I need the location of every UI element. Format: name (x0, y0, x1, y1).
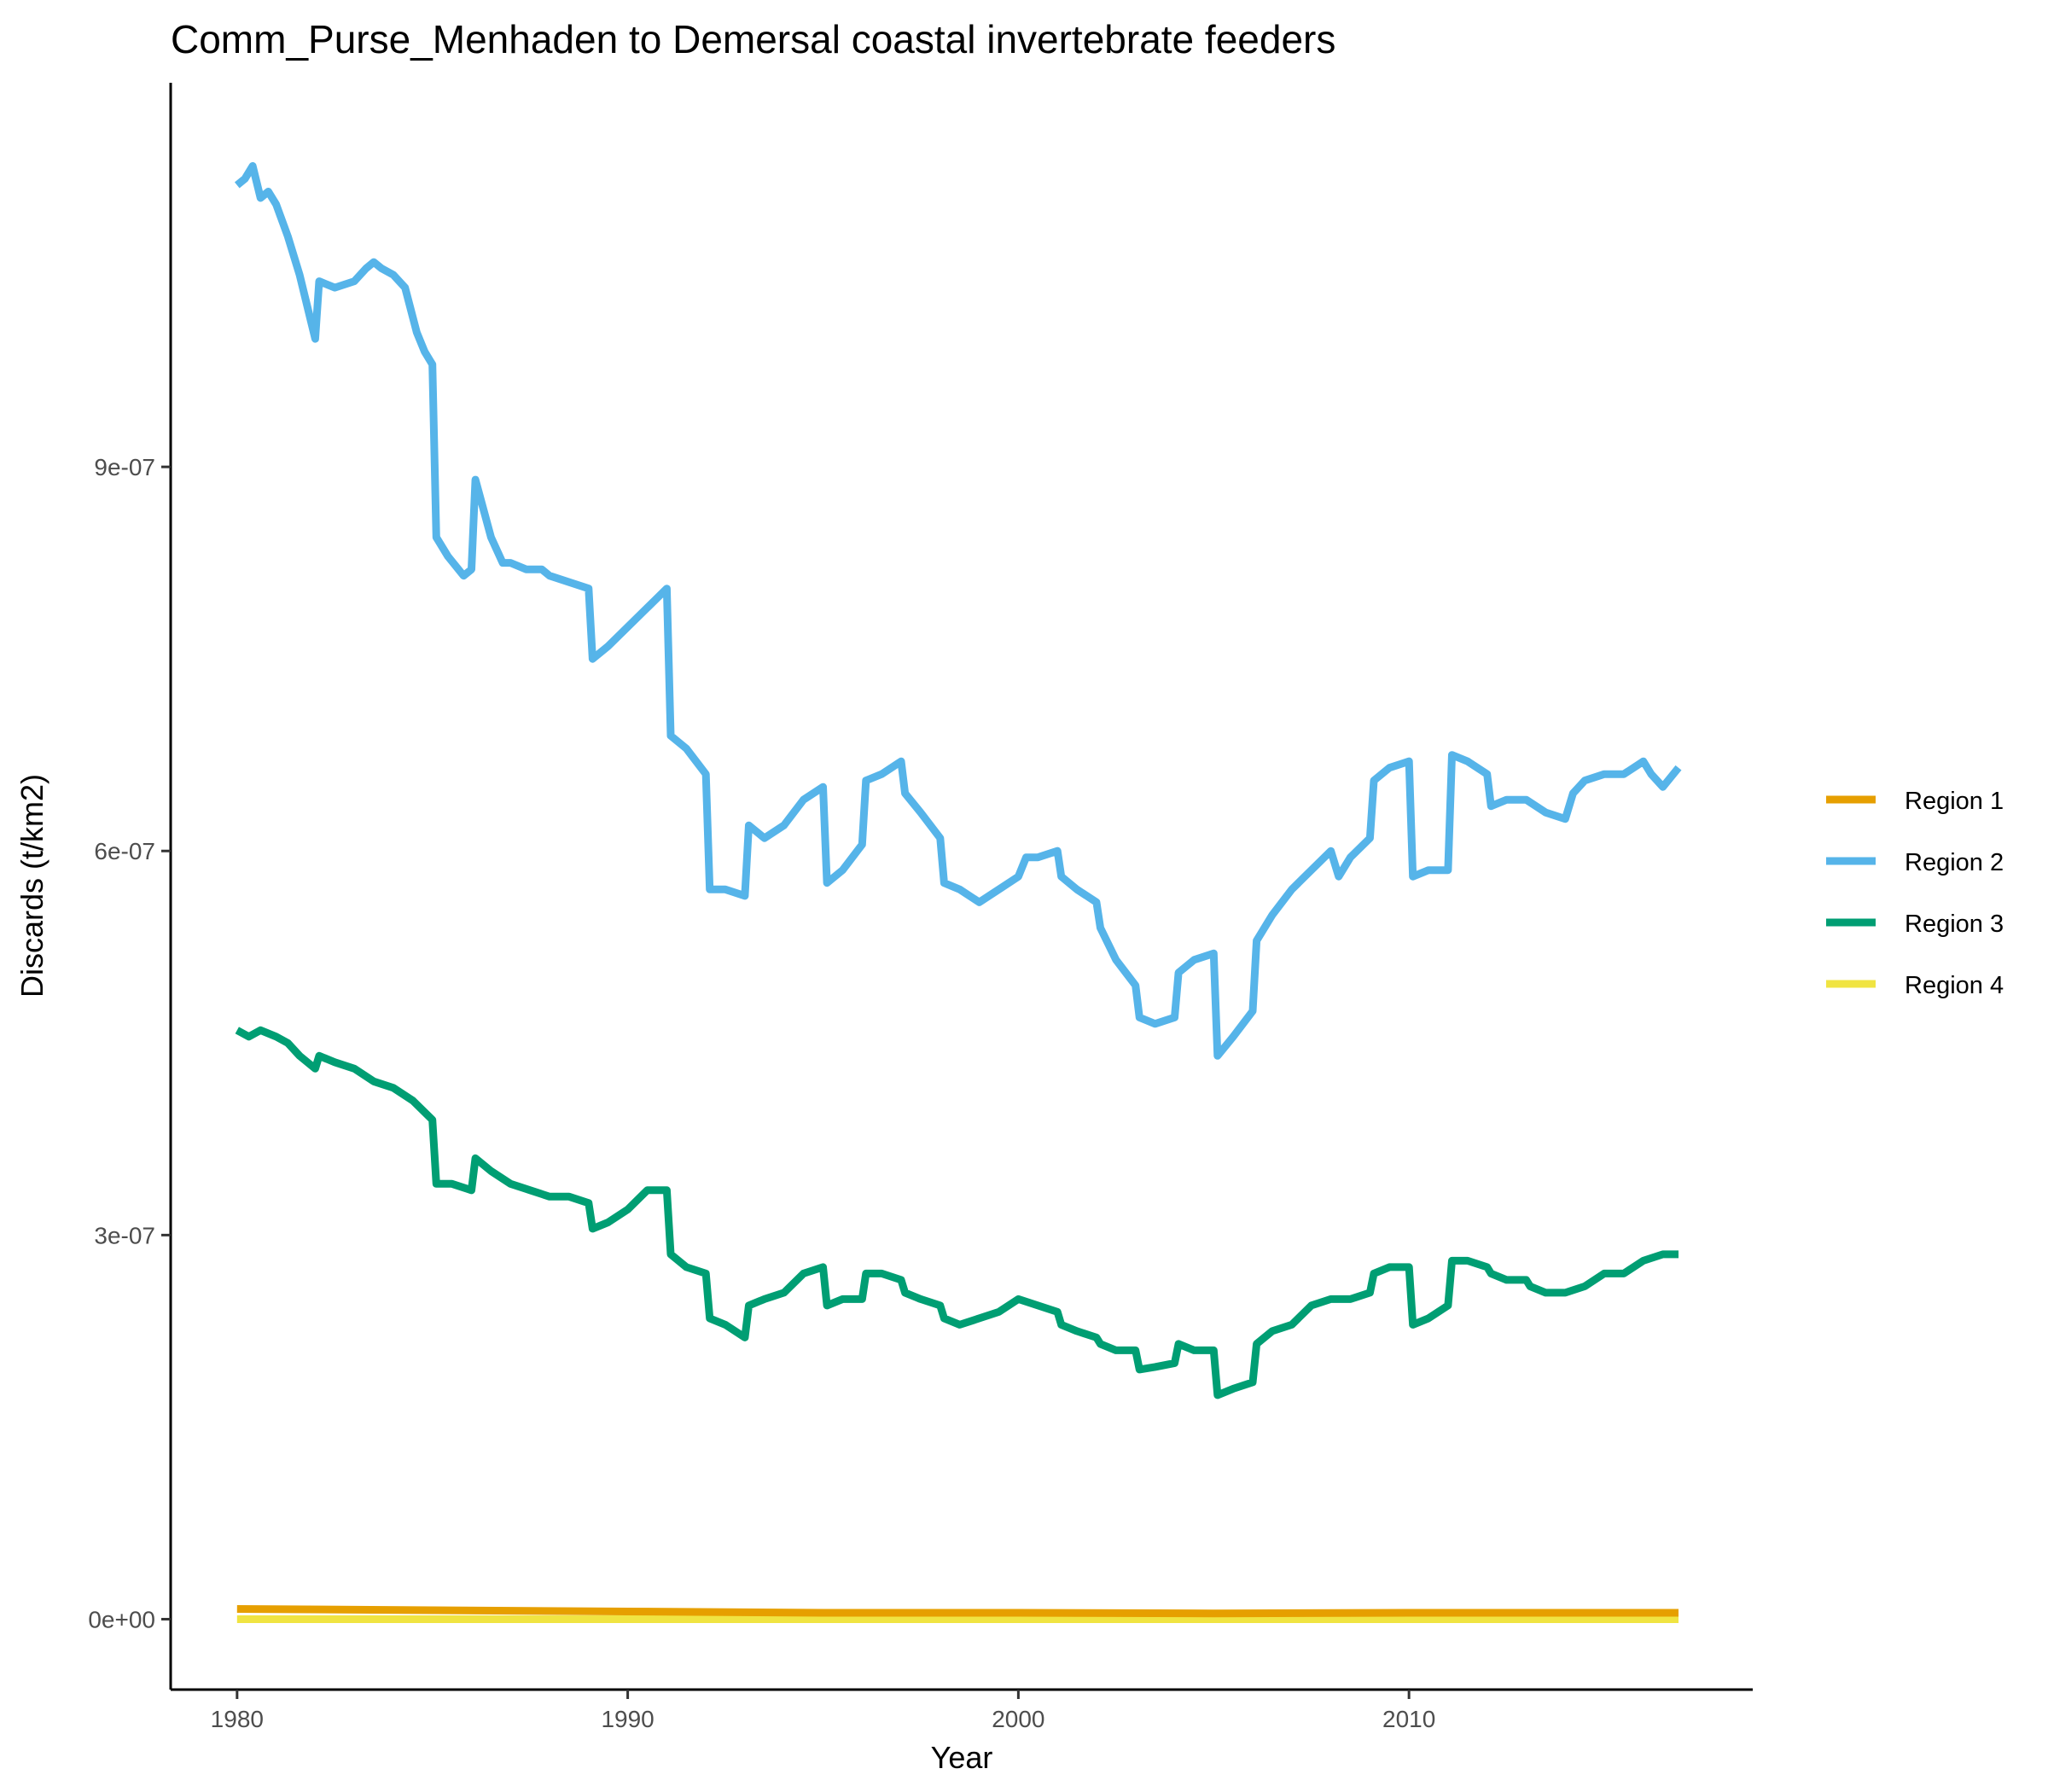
legend-label-region-3: Region 3 (1905, 911, 2004, 938)
legend-label-region-4: Region 4 (1905, 972, 2004, 999)
y-tick-label: 0e+00 (88, 1606, 155, 1632)
y-ticks: 0e+00 3e-07 6e-07 9e-07 (88, 454, 171, 1632)
x-tick-label: 1990 (601, 1706, 654, 1732)
x-ticks: 1980 1990 2000 2010 (211, 1690, 1435, 1732)
y-tick-label: 3e-07 (94, 1222, 155, 1248)
y-axis-title: Discards (t/km2) (15, 774, 49, 998)
x-tick-label: 2010 (1382, 1706, 1435, 1732)
chart-title: Comm_Purse_Menhaden to Demersal coastal … (171, 17, 1335, 61)
y-tick-label: 9e-07 (94, 454, 155, 480)
x-axis-title: Year (931, 1740, 993, 1775)
x-tick-label: 1980 (211, 1706, 264, 1732)
plot-series (234, 162, 1682, 1623)
x-tick-label: 2000 (992, 1706, 1044, 1732)
legend: Region 1 Region 2 Region 3 Region 4 (1826, 788, 2004, 999)
y-tick-label: 6e-07 (94, 838, 155, 864)
series-line-region-3 (235, 1026, 1679, 1399)
series-line-region-2 (234, 162, 1682, 1060)
legend-label-region-1: Region 1 (1905, 788, 2004, 815)
series-line-region-1 (236, 1605, 1679, 1618)
legend-label-region-2: Region 2 (1905, 849, 2004, 876)
